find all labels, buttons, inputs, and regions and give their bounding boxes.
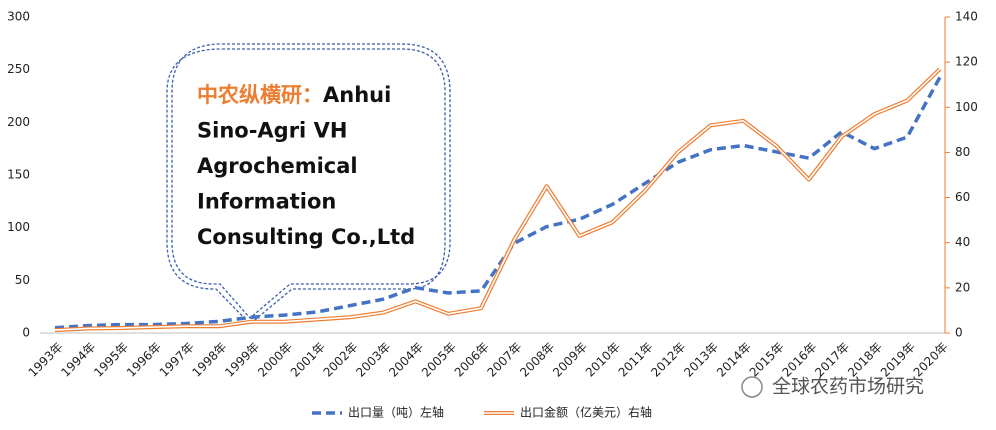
legend-label: 出口金额（亿美元）右轴 xyxy=(520,405,652,420)
y2-tick-label: 20 xyxy=(955,280,970,294)
x-tick-label: 2012年 xyxy=(648,340,688,380)
y-tick-label: 200 xyxy=(7,115,30,129)
annotation-text: Anhui xyxy=(323,83,391,107)
x-tick-label: 1994年 xyxy=(58,340,98,380)
x-tick-label: 2010年 xyxy=(583,340,623,380)
x-tick-label: 2004年 xyxy=(386,340,426,380)
x-tick-label: 2011年 xyxy=(616,340,656,380)
annotation-text: Consulting Co.,Ltd xyxy=(197,225,415,249)
x-tick-label: 2017年 xyxy=(812,340,852,380)
x-tick-label: 2013年 xyxy=(681,340,721,380)
watermark-icon xyxy=(741,376,763,398)
y2-tick-label: 0 xyxy=(955,326,963,340)
y2-tick-label: 40 xyxy=(955,235,970,249)
x-tick-label: 2009年 xyxy=(550,340,590,380)
y-tick-label: 0 xyxy=(22,326,30,340)
x-tick-label: 1993年 xyxy=(26,340,66,380)
series-line xyxy=(54,76,942,330)
y2-tick-label: 100 xyxy=(955,100,978,114)
y2-tick-label: 60 xyxy=(955,190,970,204)
annotation-text: Agrochemical xyxy=(197,154,358,178)
x-tick-label: 2007年 xyxy=(485,340,525,380)
y-tick-label: 50 xyxy=(15,273,30,287)
x-tick-label: 1995年 xyxy=(91,340,131,380)
callout xyxy=(166,43,451,325)
x-tick-label: 2005年 xyxy=(419,340,459,380)
x-tick-label: 2016年 xyxy=(780,340,820,380)
watermark-text: 全球农药市场研究 xyxy=(772,376,924,398)
x-tick-label: 2008年 xyxy=(517,340,557,380)
watermark: 全球农药市场研究 xyxy=(741,376,924,398)
annotation-prefix: 中农纵横研： xyxy=(197,83,323,107)
x-tick-label: 1997年 xyxy=(157,340,197,380)
x-tick-label: 2014年 xyxy=(714,340,754,380)
x-tick-label: 1998年 xyxy=(190,340,230,380)
annotation-text: Sino-Agri VH xyxy=(197,119,347,143)
series-line-inner xyxy=(54,68,941,331)
x-tick-label: 2020年 xyxy=(911,340,951,380)
y-tick-label: 100 xyxy=(7,220,30,234)
x-tick-label: 2018年 xyxy=(845,340,885,380)
series-line xyxy=(54,67,942,333)
legend-item: 出口量（吨）左轴 xyxy=(312,405,444,420)
y-tick-label: 150 xyxy=(7,168,30,182)
annotation-line: 中农纵横研：Anhui xyxy=(197,83,391,107)
x-tick-label: 2000年 xyxy=(255,340,295,380)
x-tick-label: 2003年 xyxy=(353,340,393,380)
legend-item: 出口金额（亿美元）右轴 xyxy=(484,405,652,420)
x-tick-label: 2002年 xyxy=(321,340,361,380)
legend-label: 出口量（吨）左轴 xyxy=(348,405,444,420)
x-tick-label: 2019年 xyxy=(878,340,918,380)
y2-tick-label: 140 xyxy=(955,10,978,24)
annotation-text: Information xyxy=(197,190,336,214)
x-tick-label: 1999年 xyxy=(222,340,262,380)
y-tick-label: 300 xyxy=(7,10,30,24)
x-tick-label: 2015年 xyxy=(747,340,787,380)
y2-tick-label: 80 xyxy=(955,145,970,159)
x-tick-label: 1996年 xyxy=(124,340,164,380)
x-tick-label: 2006年 xyxy=(452,340,492,380)
y-tick-label: 250 xyxy=(7,62,30,76)
y2-tick-label: 120 xyxy=(955,55,978,69)
x-tick-label: 2001年 xyxy=(288,340,328,380)
